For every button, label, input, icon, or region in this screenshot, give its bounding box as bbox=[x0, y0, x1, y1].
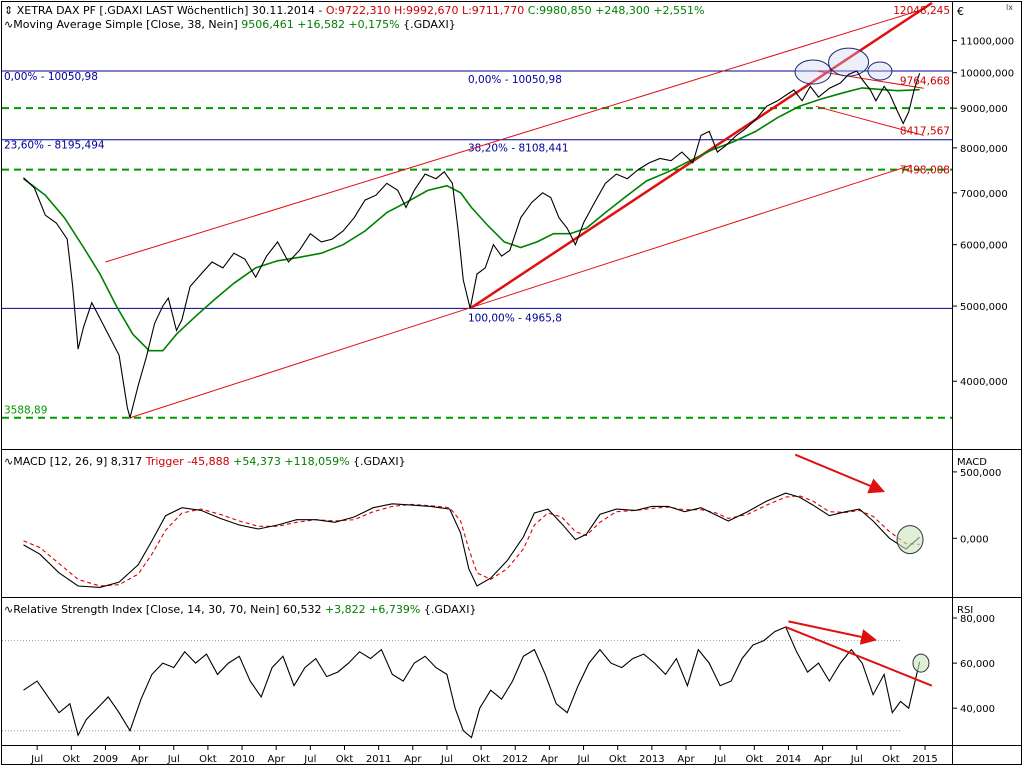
macd-trigger-line bbox=[23, 495, 920, 587]
hline-label-left-1: 23,60% - 8195,494 bbox=[4, 140, 105, 152]
macd-header-trigger: Trigger -45,888 bbox=[145, 455, 230, 468]
ma-header-change: 9506,461 +16,582 +0,175% bbox=[241, 18, 403, 31]
macd-axis-title: MACD bbox=[957, 457, 987, 468]
time-axis: Jul Okt 2009 Apr Jul Okt 2010 Apr Jul Okt 2011 Apr J… bbox=[30, 745, 938, 765]
rsi-axis-title: RSI bbox=[957, 605, 973, 616]
rsi-icon: ∿ bbox=[4, 603, 13, 616]
macd-header: ∿MACD [12, 26, 9] 8,317 Trigger -45,888 … bbox=[4, 455, 406, 468]
ma-header-suffix: {.GDAXI} bbox=[403, 18, 456, 31]
time-label-23: Apr bbox=[814, 754, 832, 765]
time-label-24: Jul bbox=[850, 754, 863, 765]
time-label-19: Apr bbox=[677, 754, 695, 765]
time-label-6: 2010 bbox=[229, 754, 254, 765]
level-label-3: 7498,008 bbox=[900, 165, 950, 177]
pattern-ellipse-0 bbox=[794, 59, 832, 85]
channel-line-0 bbox=[129, 164, 912, 419]
price-ytick-label-3: 8000,000 bbox=[960, 144, 1008, 155]
price-panel: 11000,000 10000,000 9000,000 8000,000 7000,0… bbox=[2, 1, 1014, 420]
rsi-ytick-label-0: 80,000 bbox=[960, 614, 995, 625]
rsi-panel: 80,000 60,000 40,000 bbox=[2, 614, 995, 739]
time-label-1: Okt bbox=[63, 754, 81, 765]
rsi-header-prefix: Relative Strength Index [Close, 14, 30, … bbox=[13, 603, 321, 616]
pattern-ellipse-2 bbox=[867, 61, 893, 81]
price-header-change: C:9980,850 +248,300 +2,551% bbox=[528, 4, 705, 17]
price-ytick-label-5: 6000,000 bbox=[960, 241, 1008, 252]
macd-header-prefix: MACD [12, 26, 9] 8,317 bbox=[13, 455, 142, 468]
macd-divergence-arrow bbox=[794, 453, 886, 494]
price-header-icon: ⇕ bbox=[4, 4, 17, 17]
time-label-13: Okt bbox=[472, 754, 490, 765]
time-label-15: Apr bbox=[541, 754, 559, 765]
macd-highlight-circle bbox=[896, 525, 924, 555]
rsi-ytick-label-1: 60,000 bbox=[960, 659, 995, 670]
pattern-ellipse-1 bbox=[828, 47, 870, 77]
hline-label-mid-1: 38,20% - 8108,441 bbox=[468, 143, 569, 155]
time-label-14: 2012 bbox=[503, 754, 528, 765]
time-label-3: Apr bbox=[131, 754, 149, 765]
price-ytick-label-4: 7000,000 bbox=[960, 189, 1008, 200]
time-label-25: Okt bbox=[882, 754, 900, 765]
time-label-7: Apr bbox=[268, 754, 286, 765]
time-label-11: Apr bbox=[404, 754, 422, 765]
hline-label-mid-2: 100,00% - 4965,8 bbox=[468, 312, 562, 324]
time-label-17: Okt bbox=[609, 754, 627, 765]
level-label-0: 12048,245 bbox=[893, 5, 950, 17]
time-label-0: Jul bbox=[30, 754, 43, 765]
rsi-ytick-label-2: 40,000 bbox=[960, 704, 995, 715]
time-label-22: 2014 bbox=[776, 754, 801, 765]
rsi-highlight-circle bbox=[912, 653, 930, 673]
channel-line-2 bbox=[815, 105, 924, 136]
time-label-26: 2015 bbox=[912, 754, 937, 765]
hline-label-left-5: 3588,89 bbox=[4, 405, 47, 417]
rsi-header-change: +3,822 +6,739% bbox=[325, 603, 420, 616]
macd-icon: ∿ bbox=[4, 455, 13, 468]
price-header-prefix: XETRA DAX PF [.GDAXI LAST Wöchentlich] 3… bbox=[17, 4, 326, 17]
channel-line-1 bbox=[105, 9, 922, 263]
macd-line bbox=[23, 492, 920, 588]
rsi-header: ∿Relative Strength Index [Close, 14, 30,… bbox=[4, 603, 476, 616]
time-label-10: 2011 bbox=[366, 754, 391, 765]
macd-panel: 500,000 0,000 bbox=[23, 453, 1001, 588]
price-header: ⇕ XETRA DAX PF [.GDAXI LAST Wöchentlich]… bbox=[4, 4, 705, 17]
price-line bbox=[23, 70, 921, 420]
currency-label: € bbox=[957, 5, 964, 18]
macd-header-suffix: {.GDAXI} bbox=[353, 455, 406, 468]
ma-icon: ∿ bbox=[4, 18, 13, 31]
price-ytick-label-6: 5000,000 bbox=[960, 302, 1008, 313]
price-ytick-label-1: 10000,000 bbox=[960, 69, 1014, 80]
macd-ytick-label-1: 0,000 bbox=[960, 534, 989, 545]
ma-header: ∿Moving Average Simple [Close, 38, Nein]… bbox=[4, 18, 456, 31]
time-label-9: Okt bbox=[336, 754, 354, 765]
price-ytick-label-0: 11000,000 bbox=[960, 37, 1014, 48]
channel-line-3 bbox=[815, 70, 924, 89]
price-header-ohlc: O:9722,310 H:9992,670 L:9711,770 bbox=[326, 4, 524, 17]
hline-label-left-0: 0,00% - 10050,98 bbox=[4, 71, 98, 83]
time-label-16: Jul bbox=[577, 754, 590, 765]
price-ytick-label-7: 4000,000 bbox=[960, 377, 1008, 388]
level-label-2: 8417,567 bbox=[900, 126, 950, 138]
macd-header-change: +54,373 +118,059% bbox=[233, 455, 349, 468]
time-label-18: 2013 bbox=[639, 754, 664, 765]
hline-label-mid-0: 0,00% - 10050,98 bbox=[468, 74, 562, 86]
rsi-line bbox=[23, 626, 921, 739]
rsi-header-suffix: {.GDAXI} bbox=[424, 603, 477, 616]
time-label-2: 2009 bbox=[93, 754, 118, 765]
macd-ytick-label-0: 500,000 bbox=[960, 468, 1001, 479]
corner-label: lx bbox=[1006, 3, 1013, 12]
rsi-trendline bbox=[785, 626, 933, 687]
time-label-4: Jul bbox=[167, 754, 180, 765]
time-label-20: Jul bbox=[713, 754, 726, 765]
rsi-divergence-arrow bbox=[788, 620, 878, 645]
time-label-5: Okt bbox=[199, 754, 217, 765]
time-label-12: Jul bbox=[440, 754, 453, 765]
price-ytick-label-2: 9000,000 bbox=[960, 104, 1008, 115]
time-label-8: Jul bbox=[303, 754, 316, 765]
ma-header-prefix: Moving Average Simple [Close, 38, Nein] bbox=[13, 18, 238, 31]
ma-line bbox=[23, 87, 920, 352]
level-label-1: 9764,668 bbox=[900, 76, 950, 88]
time-label-21: Okt bbox=[746, 754, 764, 765]
